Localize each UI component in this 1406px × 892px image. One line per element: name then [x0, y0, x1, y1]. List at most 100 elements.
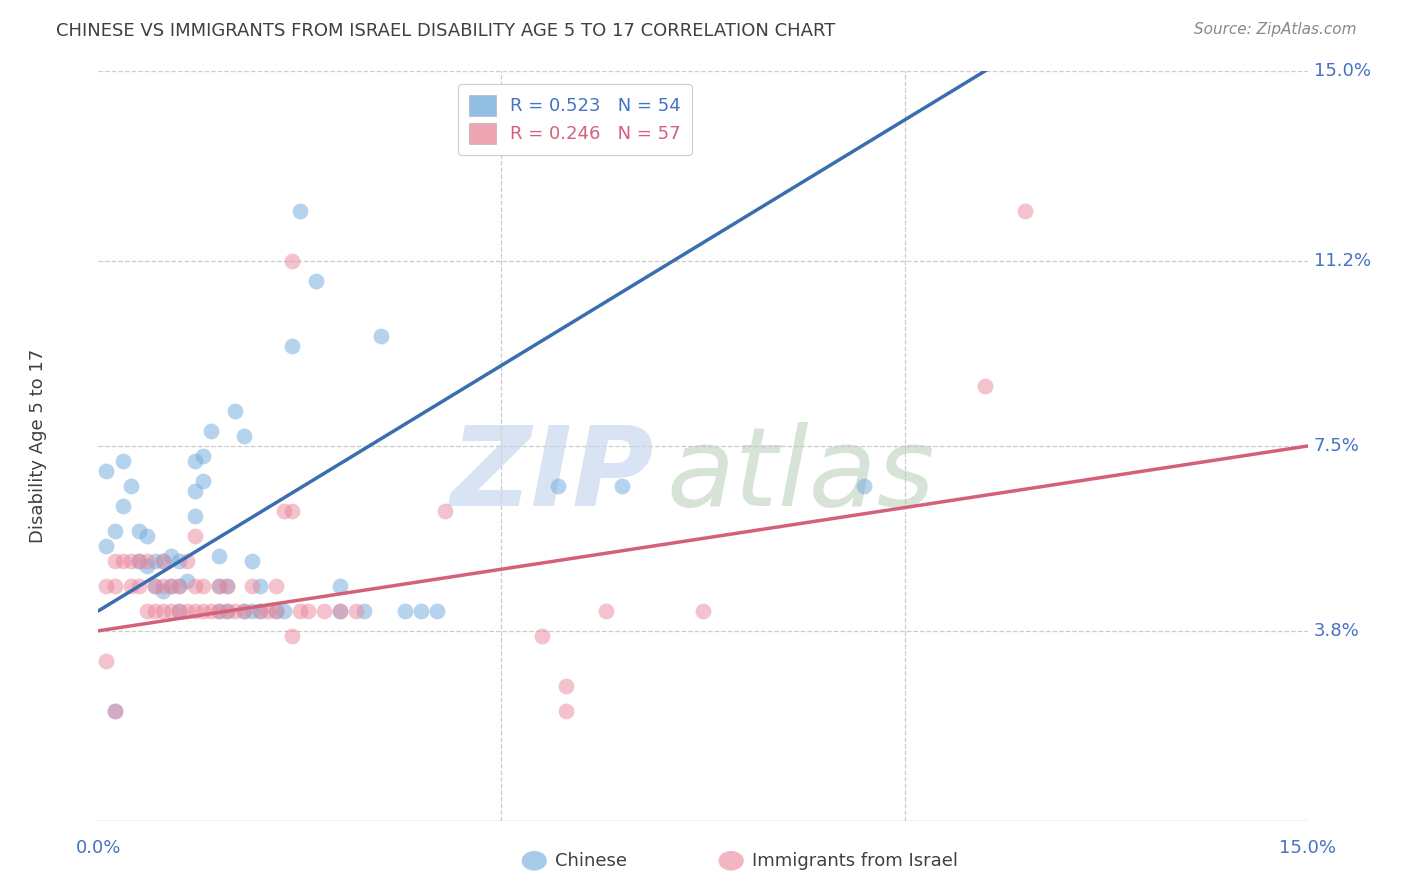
Point: [193, 474, 215, 488]
Point: [167, 604, 190, 618]
Text: 7.5%: 7.5%: [1313, 437, 1360, 455]
Point: [547, 479, 569, 493]
Point: [329, 604, 352, 618]
Point: [135, 554, 157, 568]
Point: [208, 579, 231, 593]
Point: [305, 274, 328, 288]
Point: [249, 604, 271, 618]
Point: [240, 604, 263, 618]
Point: [184, 454, 207, 468]
Point: [176, 604, 198, 618]
Point: [193, 449, 215, 463]
Point: [288, 604, 311, 618]
Point: [167, 579, 190, 593]
Point: [200, 604, 222, 618]
Point: [240, 579, 263, 593]
Point: [288, 204, 311, 219]
Point: [595, 604, 617, 618]
Point: [314, 604, 336, 618]
Point: [426, 604, 449, 618]
Text: 11.2%: 11.2%: [1313, 252, 1371, 270]
Text: Disability Age 5 to 17: Disability Age 5 to 17: [30, 349, 46, 543]
Point: [176, 554, 198, 568]
Point: [249, 579, 271, 593]
Point: [111, 499, 134, 513]
Point: [103, 554, 125, 568]
Point: [555, 679, 578, 693]
Point: [256, 604, 278, 618]
Point: [128, 579, 150, 593]
Point: [273, 604, 295, 618]
Point: [167, 579, 190, 593]
Point: [974, 379, 997, 393]
Point: [1014, 204, 1036, 219]
Point: [329, 604, 352, 618]
Point: [143, 579, 166, 593]
Point: [208, 549, 231, 563]
Point: [394, 604, 416, 618]
Point: [128, 554, 150, 568]
Point: [530, 629, 553, 643]
Point: [344, 604, 367, 618]
Point: [208, 579, 231, 593]
Point: [232, 604, 254, 618]
Point: [135, 558, 157, 573]
Point: [176, 574, 198, 588]
Point: [240, 554, 263, 568]
Point: [249, 604, 271, 618]
Point: [103, 704, 125, 718]
Point: [167, 554, 190, 568]
Point: [184, 508, 207, 523]
Point: [184, 483, 207, 498]
Point: [208, 604, 231, 618]
Point: [555, 704, 578, 718]
Point: [152, 579, 174, 593]
Point: [329, 579, 352, 593]
Point: [200, 424, 222, 438]
Text: 3.8%: 3.8%: [1313, 622, 1360, 640]
Text: Immigrants from Israel: Immigrants from Israel: [752, 852, 959, 870]
Point: [160, 604, 183, 618]
Point: [143, 579, 166, 593]
Point: [135, 529, 157, 543]
Point: [217, 579, 239, 593]
Text: 0.0%: 0.0%: [76, 839, 121, 857]
Point: [281, 339, 304, 353]
Point: [152, 554, 174, 568]
Point: [160, 549, 183, 563]
Point: [128, 524, 150, 538]
Point: [111, 554, 134, 568]
Point: [409, 604, 432, 618]
Point: [297, 604, 319, 618]
Point: [120, 579, 142, 593]
Point: [135, 604, 157, 618]
Point: [152, 604, 174, 618]
Point: [224, 404, 246, 418]
Text: 15.0%: 15.0%: [1279, 839, 1336, 857]
Point: [184, 579, 207, 593]
Point: [96, 464, 118, 478]
Point: [217, 604, 239, 618]
Point: [120, 479, 142, 493]
Text: CHINESE VS IMMIGRANTS FROM ISRAEL DISABILITY AGE 5 TO 17 CORRELATION CHART: CHINESE VS IMMIGRANTS FROM ISRAEL DISABI…: [56, 22, 835, 40]
Point: [160, 579, 183, 593]
Point: [193, 579, 215, 593]
Text: ZIP: ZIP: [451, 423, 655, 530]
Point: [103, 579, 125, 593]
Point: [281, 629, 304, 643]
Point: [281, 254, 304, 268]
Point: [143, 604, 166, 618]
Point: [128, 554, 150, 568]
Point: [96, 539, 118, 553]
Point: [167, 604, 190, 618]
Point: [217, 604, 239, 618]
Point: [612, 479, 634, 493]
Text: Source: ZipAtlas.com: Source: ZipAtlas.com: [1194, 22, 1357, 37]
Point: [111, 454, 134, 468]
Point: [434, 504, 457, 518]
Point: [96, 654, 118, 668]
Point: [264, 604, 287, 618]
Point: [224, 604, 246, 618]
Point: [353, 604, 375, 618]
Point: [152, 554, 174, 568]
